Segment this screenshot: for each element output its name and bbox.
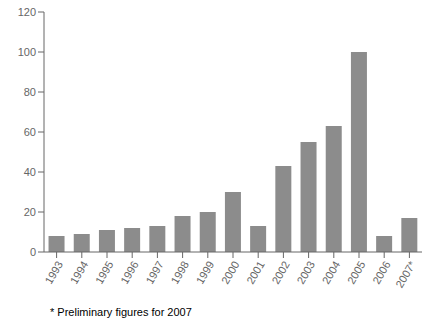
svg-text:2006: 2006	[370, 259, 393, 286]
svg-text:1999: 1999	[194, 259, 217, 286]
svg-text:20: 20	[24, 206, 36, 218]
svg-text:0: 0	[30, 246, 36, 258]
svg-text:2004: 2004	[320, 259, 343, 286]
svg-text:1996: 1996	[118, 259, 141, 286]
svg-text:2005: 2005	[345, 259, 368, 286]
svg-text:40: 40	[24, 166, 36, 178]
svg-text:80: 80	[24, 86, 36, 98]
svg-text:2007*: 2007*	[393, 258, 418, 290]
svg-text:1993: 1993	[42, 259, 65, 286]
svg-text:1994: 1994	[68, 259, 91, 286]
svg-text:2000: 2000	[219, 259, 242, 286]
svg-text:2001: 2001	[244, 259, 267, 286]
svg-text:1997: 1997	[143, 259, 166, 286]
svg-text:2003: 2003	[294, 259, 317, 286]
svg-text:100: 100	[18, 46, 36, 58]
svg-text:1998: 1998	[168, 259, 191, 286]
svg-text:120: 120	[18, 6, 36, 18]
svg-text:1995: 1995	[93, 259, 116, 286]
svg-text:60: 60	[24, 126, 36, 138]
html-text:* Preliminary figures for 2007: * Preliminary figures for 2007	[50, 306, 192, 318]
svg-text:2002: 2002	[269, 259, 292, 286]
